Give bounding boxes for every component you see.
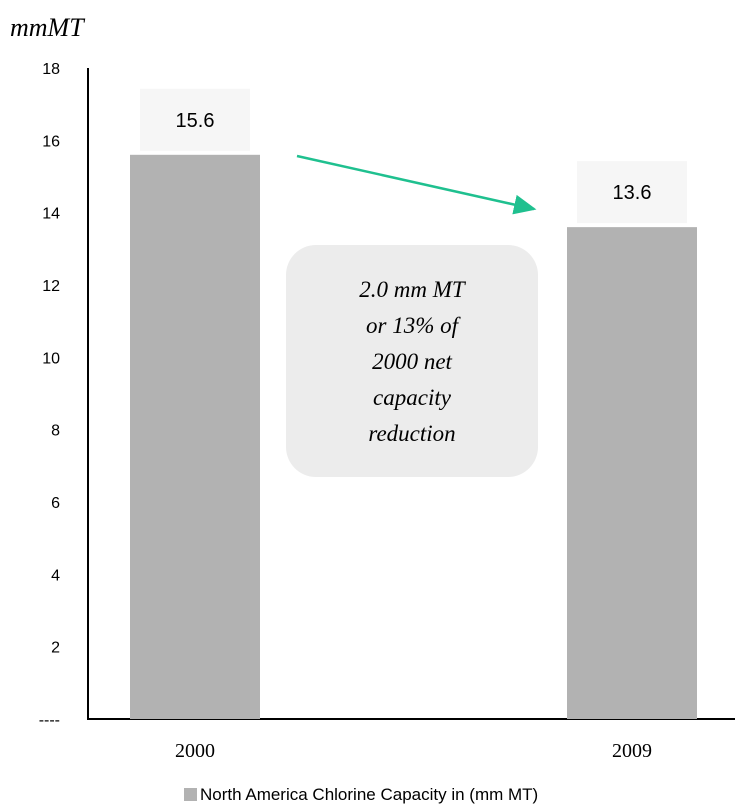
- data-label-box: [140, 88, 250, 151]
- annotation-box: [286, 245, 538, 477]
- data-label-box: [577, 161, 687, 224]
- annotation-line: 2000 net: [372, 349, 452, 374]
- annotation-text: 2.0 mm MT or 13% of 2000 net capacity reduct…: [359, 277, 467, 446]
- x-tick-label: 2009: [612, 740, 652, 762]
- y-tick-label: 14: [42, 206, 60, 223]
- y-tick-label: 18: [42, 61, 60, 78]
- data-label: 15.6: [176, 110, 215, 132]
- y-tick-label: 4: [51, 567, 60, 584]
- y-tick-label: 6: [51, 495, 60, 512]
- annotation-line: reduction: [368, 421, 455, 446]
- y-tick-label: 8: [51, 423, 60, 440]
- annotation-group: 2.0 mm MT or 13% of 2000 net capacity reduct…: [286, 245, 538, 477]
- annotation-line: 2.0 mm MT: [359, 277, 467, 302]
- data-label: 13.6: [613, 182, 652, 204]
- y-tick-label: 10: [42, 350, 60, 367]
- legend: North America Chlorine Capacity in (mm M…: [184, 785, 538, 804]
- bar-2009: [567, 227, 697, 719]
- legend-label: North America Chlorine Capacity in (mm M…: [200, 785, 538, 804]
- y-tick-label: 16: [42, 133, 60, 150]
- y-tick-label: ----: [39, 712, 60, 729]
- y-tick-label: 2: [51, 640, 60, 657]
- legend-swatch: [184, 788, 197, 801]
- y-tick-label: 12: [42, 278, 60, 295]
- y-axis-ticks: ---- 2 4 6 8 10 12 14 16 18: [39, 61, 60, 729]
- bar-2000: [130, 154, 260, 720]
- annotation-line: capacity: [373, 385, 452, 410]
- bars-group: 15.6 2000 13.6 2009: [130, 88, 697, 762]
- y-axis-label: mmMT: [10, 13, 85, 42]
- x-tick-label: 2000: [175, 740, 215, 762]
- trend-arrow: [296, 154, 537, 215]
- annotation-line: or 13% of: [366, 313, 462, 338]
